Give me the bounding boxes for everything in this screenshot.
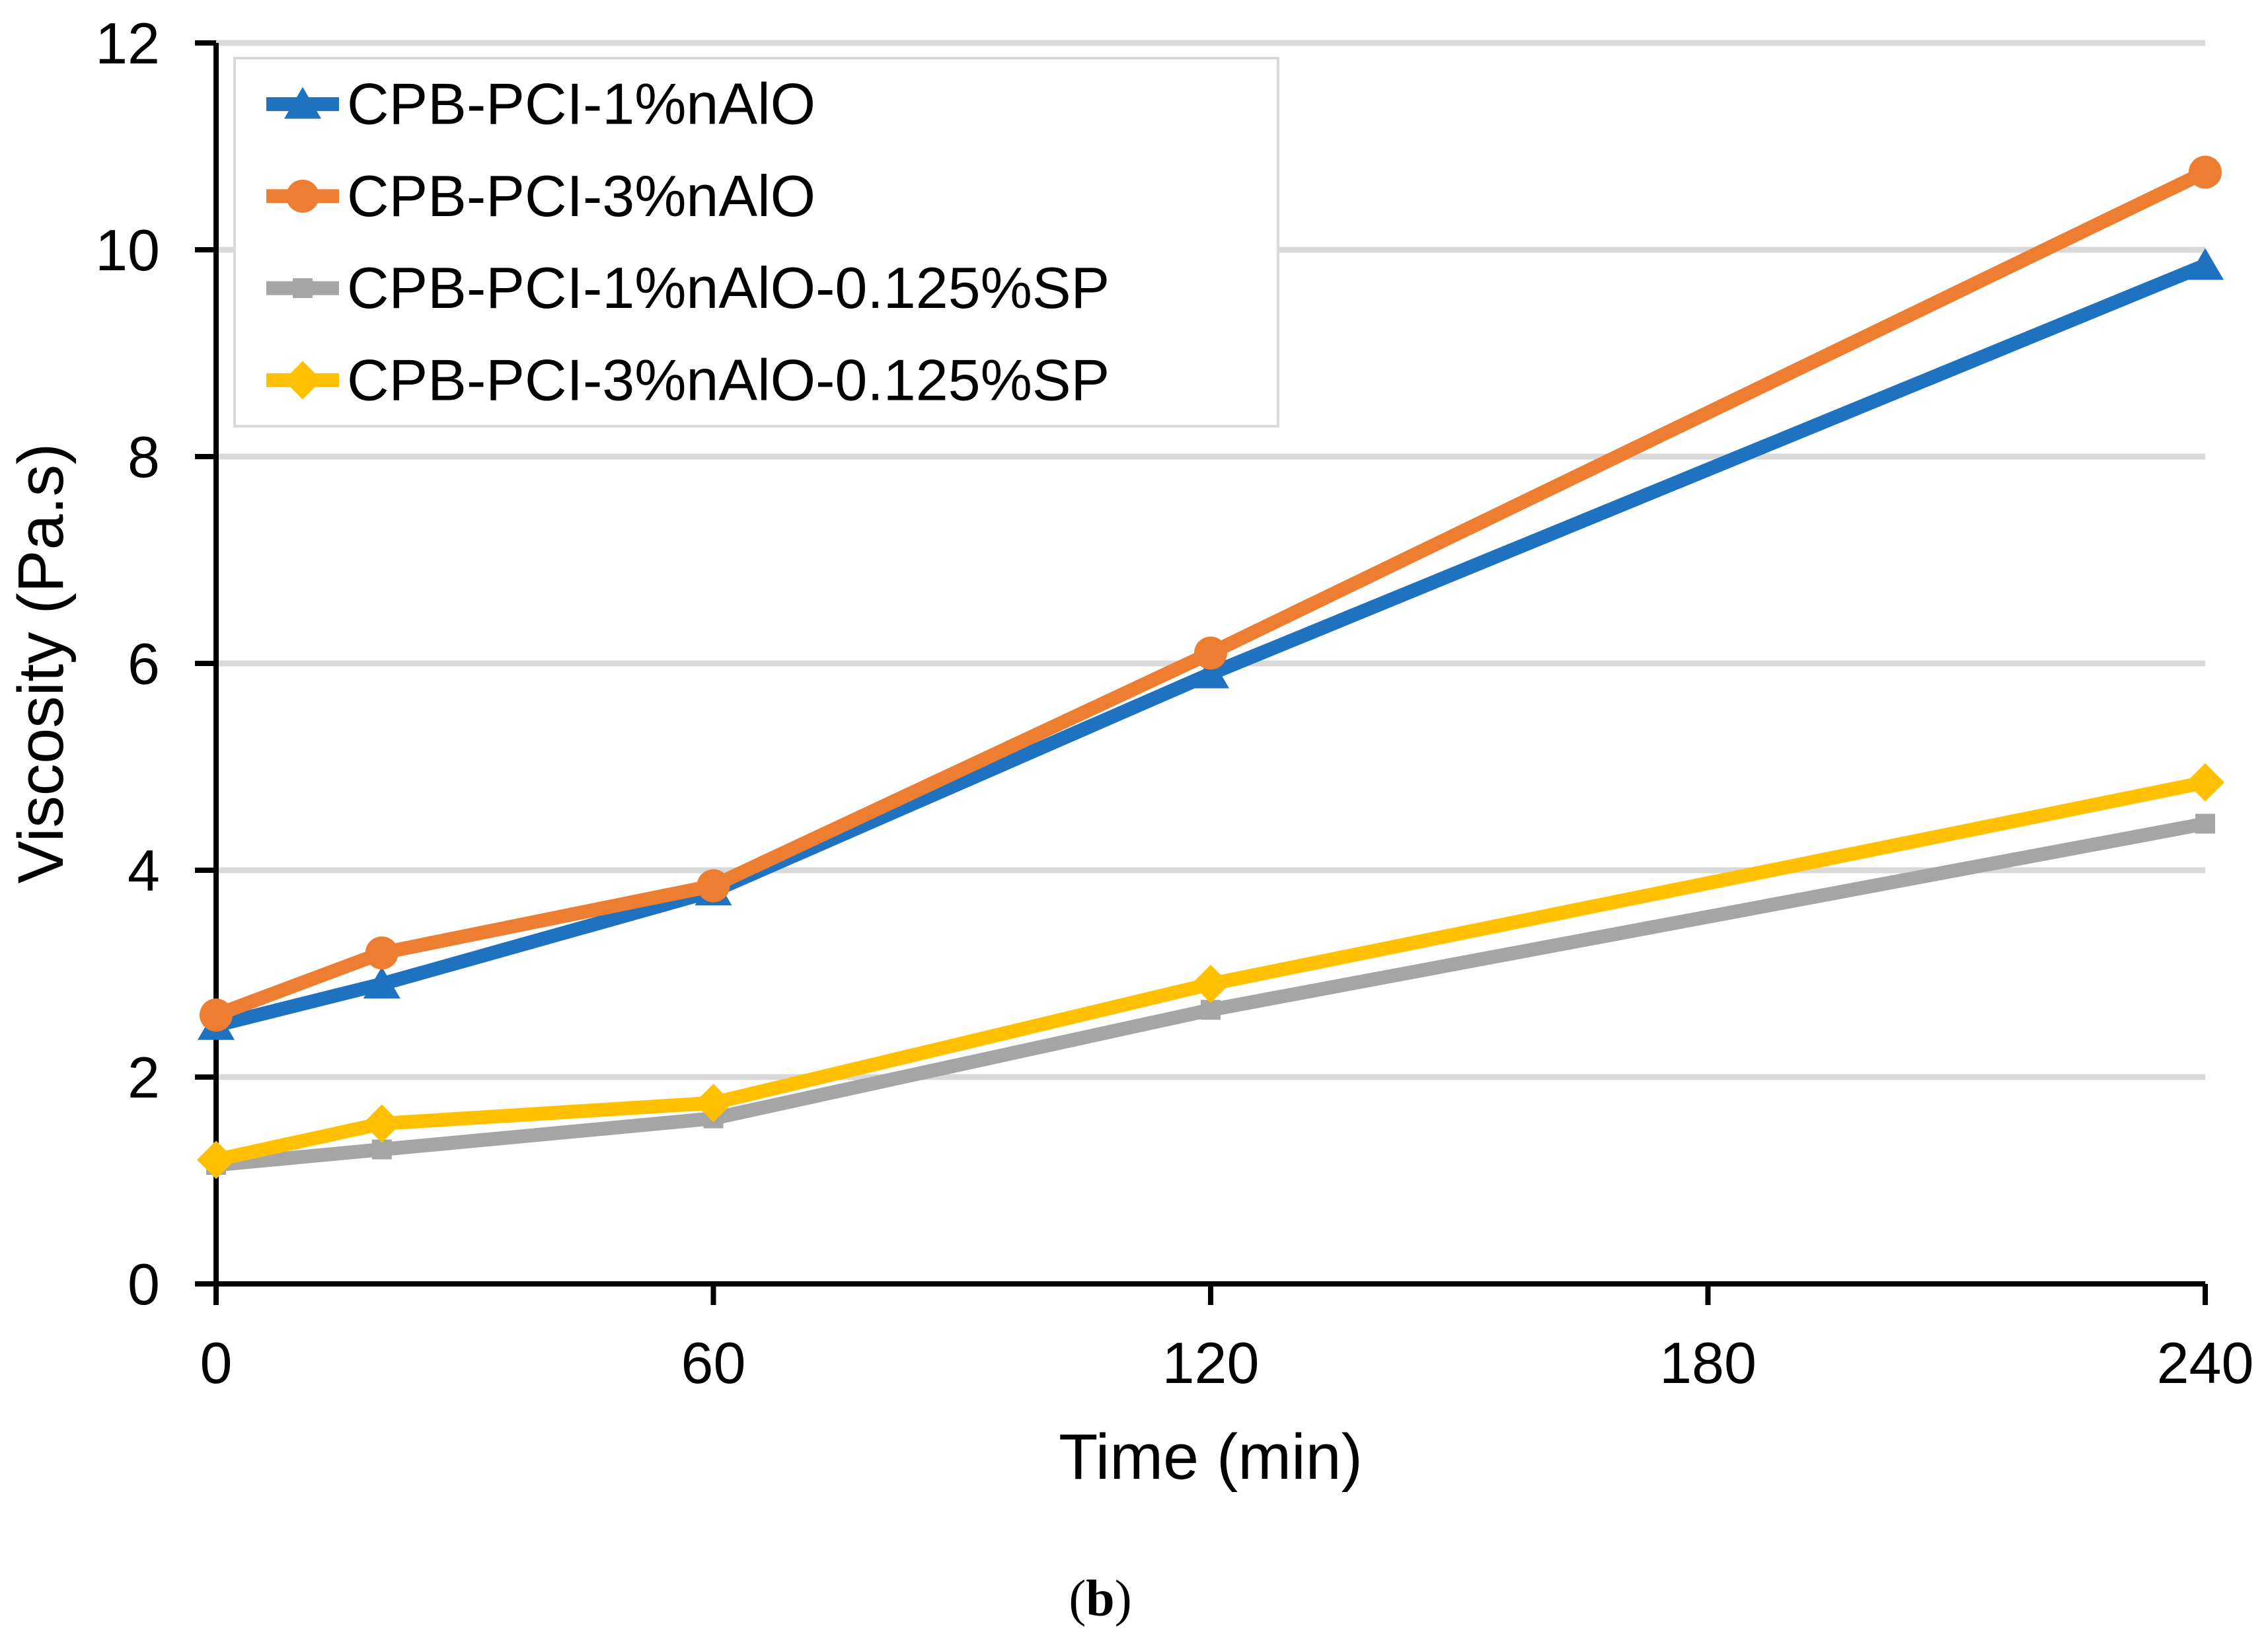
series-cpb-pci-3-nalo-0-125-sp [197,763,2224,1179]
square-marker [2195,813,2215,834]
triangle-marker [363,967,400,999]
triangle-marker [1192,656,1229,689]
legend-label: CPB-PCI-1%nAlO-0.125%SP [347,255,1110,320]
caption-letter: b [1086,1569,1114,1627]
diamond-marker [2186,763,2224,802]
circle-marker [2189,155,2222,189]
x-tick-label: 240 [2157,1330,2254,1396]
caption-open-paren: ( [1069,1569,1086,1627]
legend-item: CPB-PCI-1%nAlO-0.125%SP [266,255,1110,320]
legend-item: CPB-PCI-3%nAlO-0.125%SP [266,347,1110,412]
diamond-marker [694,1084,733,1123]
y-axis-title: Viscosity (Pa.s) [5,443,77,884]
caption-close-paren: ) [1115,1569,1132,1627]
circle-marker [286,179,319,213]
x-tick-label: 0 [200,1330,233,1396]
diamond-marker [362,1104,401,1143]
series-cpb-pci-3-nalo [200,155,2222,1032]
square-marker [371,1139,392,1160]
axes-group [195,40,2208,1305]
legend-box [233,57,1279,428]
subfigure-caption: (b) [1069,1569,1131,1627]
series-group [197,155,2224,1179]
x-tick-label: 120 [1162,1330,1260,1396]
x-axis-title: Time (min) [1059,1421,1363,1493]
x-tick-label: 180 [1659,1330,1757,1396]
diamond-marker [1191,965,1230,1004]
square-marker [1201,1000,1221,1020]
y-tick-label: 10 [95,217,160,283]
legend-label: CPB-PCI-3%nAlO [347,163,815,229]
diamond-marker [197,1140,235,1179]
square-marker [293,278,313,299]
legend-label: CPB-PCI-3%nAlO-0.125%SP [347,347,1110,412]
triangle-marker [284,87,321,119]
y-tick-label: 6 [128,631,160,696]
y-tick-label: 8 [128,424,160,490]
legend-group: CPB-PCI-1%nAlO CPB-PCI-3%nAlO CPB-PCI-1%nA… [233,57,1279,428]
circle-marker [200,998,233,1032]
circle-marker [365,936,398,970]
y-tick-label: 4 [128,838,160,903]
legend-item: CPB-PCI-3%nAlO [266,163,815,229]
triangle-marker [2187,248,2224,280]
y-tick-label: 2 [128,1045,160,1110]
diamond-marker [284,361,322,400]
y-tick-label: 0 [128,1252,160,1317]
y-tick-label: 12 [95,11,160,76]
circle-marker [1194,636,1227,670]
x-tick-label: 60 [681,1330,746,1396]
legend-label: CPB-PCI-1%nAlO [347,71,815,137]
legend-item: CPB-PCI-1%nAlO [266,71,815,137]
circle-marker [697,869,730,903]
